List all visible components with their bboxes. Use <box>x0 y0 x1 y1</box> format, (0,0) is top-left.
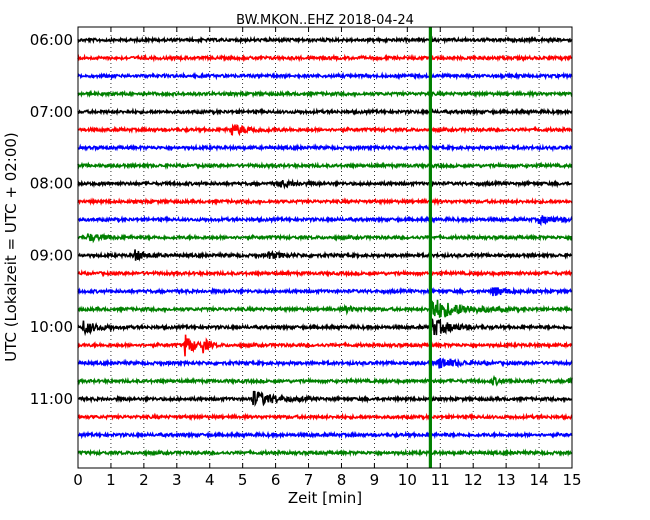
trace-row <box>77 123 573 137</box>
trace-row <box>77 232 573 244</box>
x-tick-label: 5 <box>238 471 248 489</box>
x-tick-label: 7 <box>304 471 314 489</box>
x-tick-label: 15 <box>562 471 581 489</box>
x-axis-ticks: 0 1 2 3 4 5 6 7 8 9 10 11 12 13 14 15 <box>73 27 582 489</box>
x-tick-label: 4 <box>205 471 215 489</box>
trace-row <box>77 268 573 278</box>
trace-row <box>77 89 573 99</box>
trace-row <box>77 357 573 369</box>
x-tick-label: 12 <box>464 471 483 489</box>
y-axis-label: UTC (Lokalzeit = UTC + 02:00) <box>2 132 20 362</box>
trace-row <box>77 249 573 262</box>
trace-row <box>77 161 573 171</box>
x-tick-label: 10 <box>398 471 417 489</box>
trace-row <box>77 107 573 117</box>
chart-title: BW.MKON..EHZ 2018-04-24 <box>236 13 414 28</box>
trace-row <box>77 448 573 458</box>
trace-row <box>77 374 573 387</box>
trace-row <box>77 214 573 227</box>
x-tick-label: 6 <box>271 471 281 489</box>
vertical-grid <box>110 27 540 468</box>
trace-row <box>77 430 573 440</box>
y-tick-label: 09:00 <box>30 246 73 264</box>
y-tick-label: 08:00 <box>30 175 73 193</box>
seismogram-traces <box>77 35 573 458</box>
x-axis-label: Zeit [min] <box>288 489 362 507</box>
x-tick-label: 14 <box>530 471 549 489</box>
trace-row <box>77 35 573 45</box>
trace-row <box>77 390 573 408</box>
trace-row <box>77 412 573 422</box>
trace-row <box>77 197 573 207</box>
x-tick-label: 3 <box>172 471 182 489</box>
x-tick-label: 2 <box>139 471 149 489</box>
trace-row <box>77 286 573 297</box>
x-tick-label: 9 <box>370 471 380 489</box>
y-tick-label: 10:00 <box>30 318 73 336</box>
y-tick-label: 11:00 <box>30 390 73 408</box>
x-tick-label: 11 <box>431 471 450 489</box>
plot-frame <box>77 26 573 469</box>
trace-row <box>77 143 573 153</box>
trace-row <box>77 53 573 63</box>
trace-row <box>77 317 573 337</box>
y-tick-label: 06:00 <box>30 31 73 49</box>
x-tick-label: 1 <box>106 471 116 489</box>
trace-row <box>77 71 573 81</box>
trace-row <box>77 334 573 357</box>
x-tick-label: 8 <box>337 471 347 489</box>
x-tick-label: 0 <box>73 471 83 489</box>
trace-row <box>77 299 573 318</box>
x-tick-label: 13 <box>497 471 516 489</box>
y-axis-ticks: 06:00 07:00 08:00 09:00 10:00 11:00 <box>30 31 572 408</box>
y-tick-label: 07:00 <box>30 103 73 121</box>
trace-row <box>77 178 573 190</box>
